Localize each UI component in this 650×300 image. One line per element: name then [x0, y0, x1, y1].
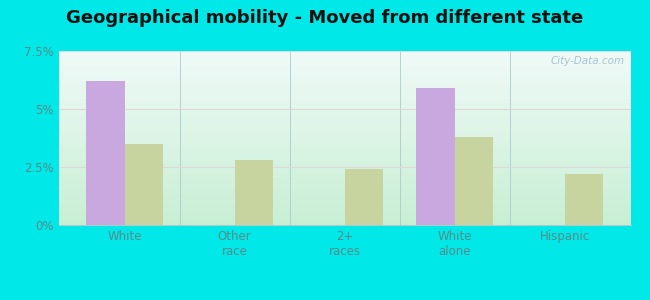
Bar [344, 169, 383, 225]
Text: Geographical mobility - Moved from different state: Geographical mobility - Moved from diffe… [66, 9, 584, 27]
Bar [564, 174, 603, 225]
Bar [416, 88, 454, 225]
Bar [235, 160, 273, 225]
Bar [86, 81, 125, 225]
Text: City-Data.com: City-Data.com [551, 56, 625, 66]
Bar [125, 144, 163, 225]
Bar [454, 137, 493, 225]
